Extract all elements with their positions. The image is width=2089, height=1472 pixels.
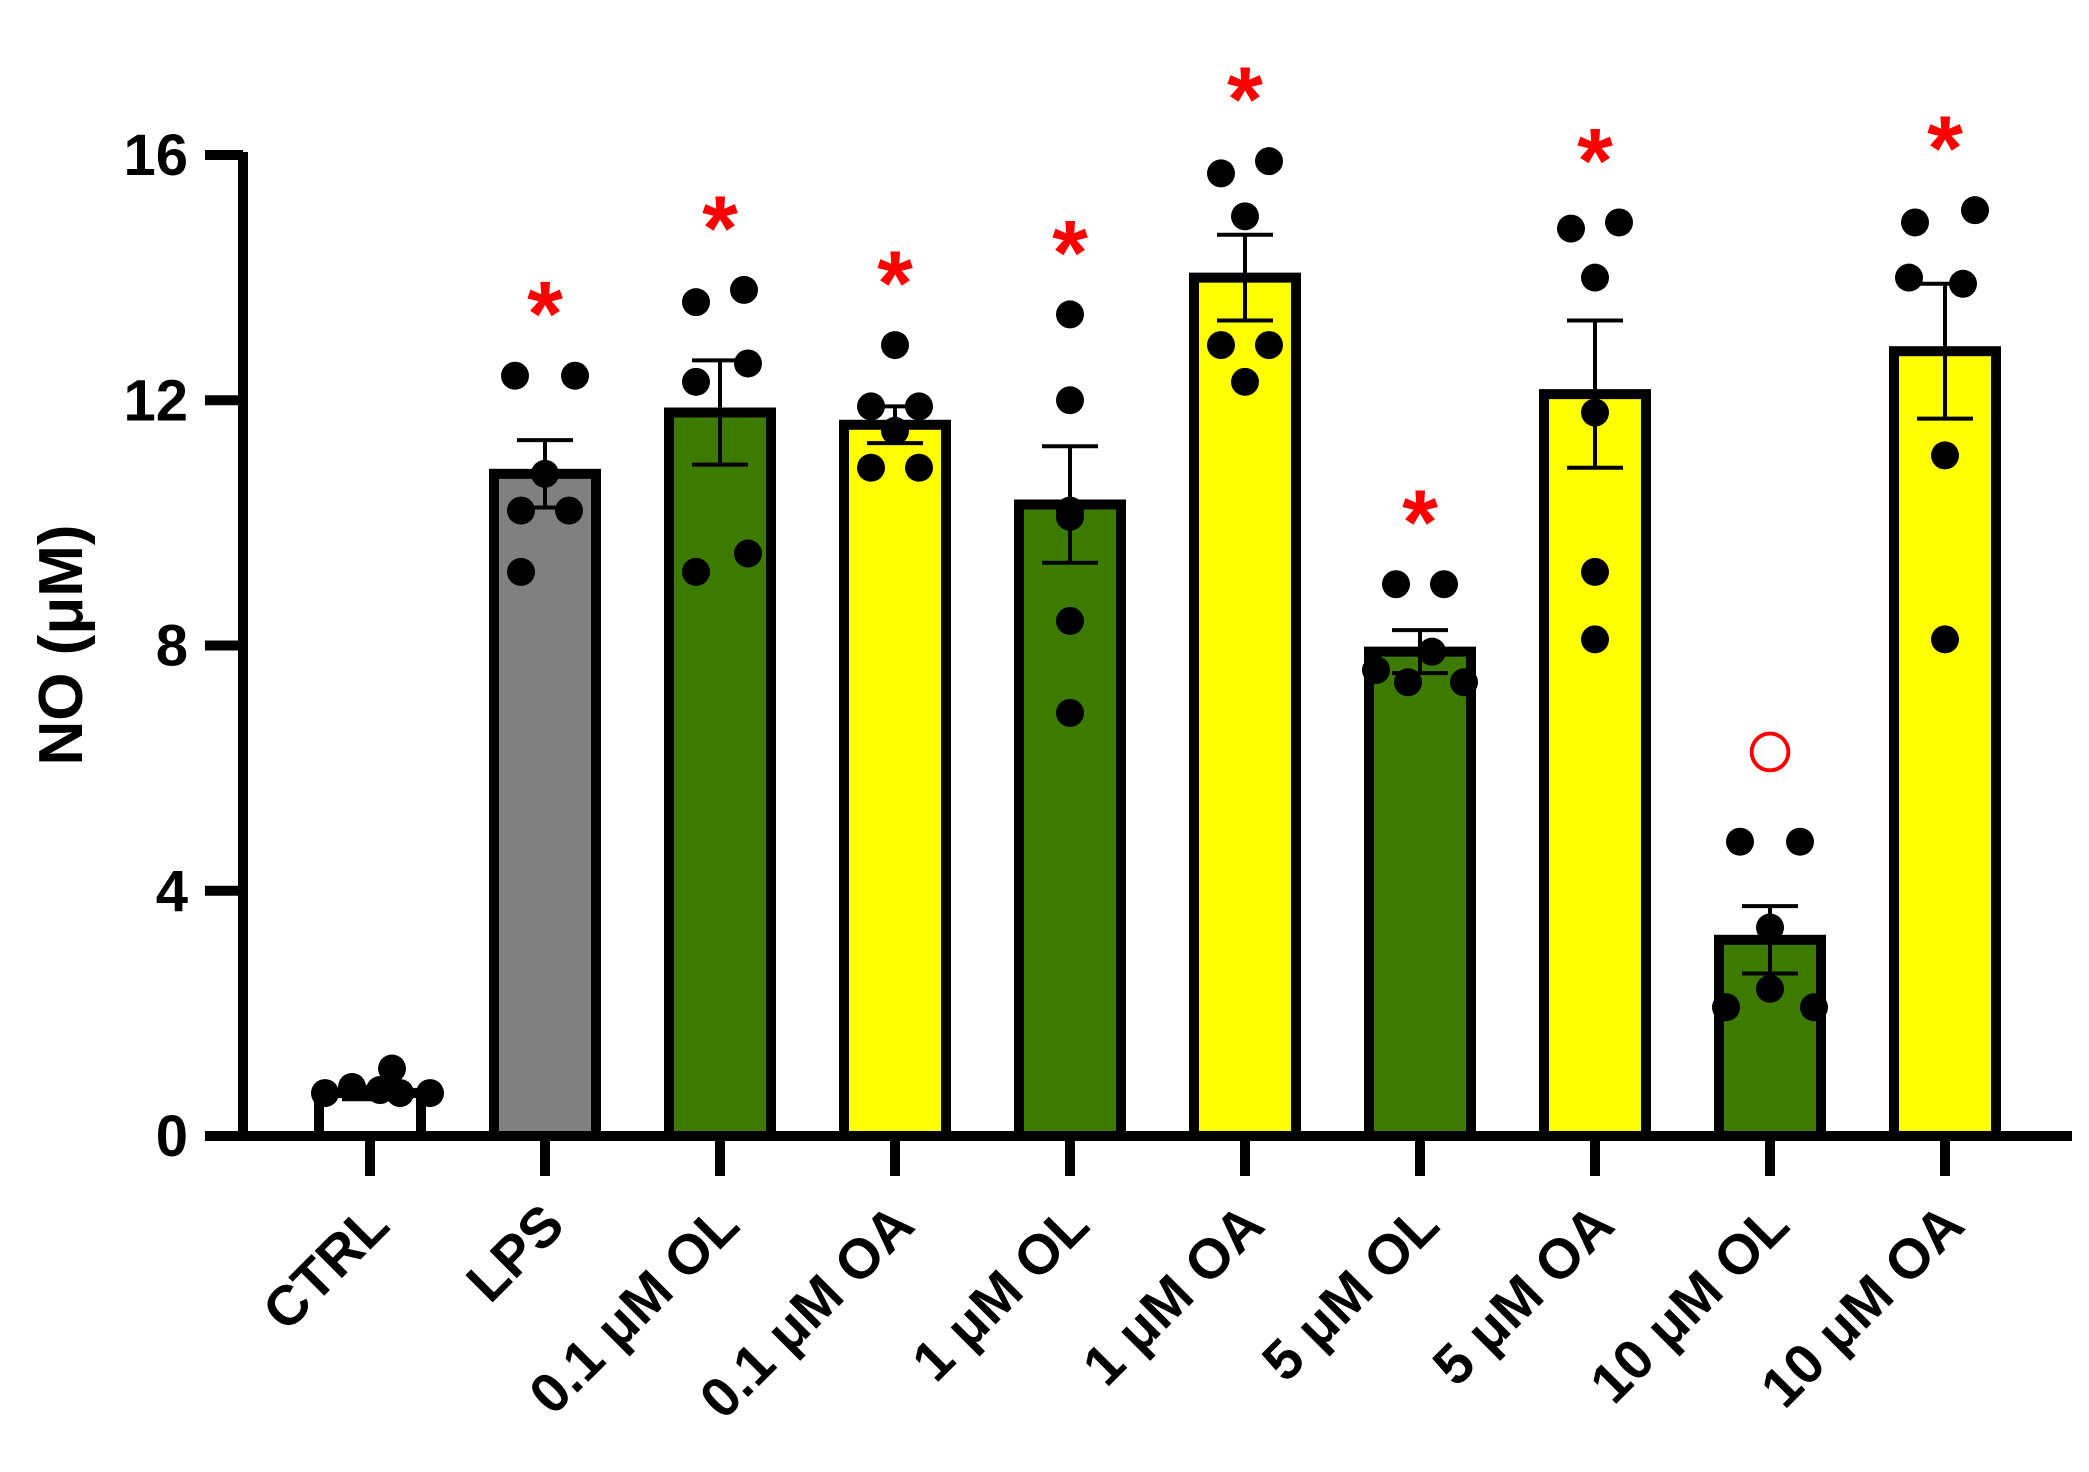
bar-3	[839, 419, 951, 1141]
data-point-9-5	[1931, 625, 1959, 654]
data-point-0-4	[378, 1054, 406, 1083]
significance-marker-5: *	[1227, 49, 1263, 151]
data-point-2-0	[682, 288, 710, 317]
data-point-5-2	[1231, 202, 1259, 231]
bar-5	[1189, 272, 1301, 1141]
data-point-0-0	[311, 1079, 339, 1108]
data-point-7-4	[1581, 557, 1609, 586]
data-point-2-1	[730, 275, 758, 304]
data-point-7-2	[1581, 263, 1609, 292]
data-point-5-4	[1255, 331, 1283, 360]
axes-layer	[205, 150, 2072, 1176]
data-point-9-0	[1901, 208, 1929, 237]
data-point-8-3	[1756, 974, 1784, 1003]
data-point-0-3	[386, 1079, 414, 1108]
data-point-1-1	[561, 361, 589, 390]
significance-marker-8: ○	[1742, 698, 1798, 800]
bar-7	[1539, 389, 1651, 1141]
significance-marker-3: *	[877, 233, 913, 335]
bar-9	[1889, 346, 2001, 1141]
significance-marker-1: *	[527, 264, 563, 366]
data-point-7-5	[1581, 625, 1609, 654]
data-point-5-3	[1207, 331, 1235, 360]
y-tick-label-3: 12	[123, 368, 188, 433]
bar-6	[1364, 646, 1476, 1141]
data-point-4-0	[1056, 300, 1084, 329]
bar-2	[664, 407, 776, 1141]
data-point-2-4	[734, 539, 762, 568]
y-tick-label-2: 8	[156, 614, 188, 679]
data-point-7-1	[1605, 208, 1633, 237]
data-point-8-5	[1800, 993, 1828, 1022]
significance-marker-9: *	[1927, 98, 1963, 200]
data-point-8-0	[1726, 827, 1754, 856]
data-point-1-5	[507, 557, 535, 586]
data-point-4-1	[1056, 386, 1084, 415]
data-point-2-2	[734, 349, 762, 378]
category-label-1: LPS	[454, 1192, 576, 1314]
significance-marker-2: *	[702, 178, 738, 280]
data-point-6-0	[1382, 570, 1410, 599]
category-label-4: 1 μM OL	[900, 1192, 1101, 1393]
category-label-6: 5 μM OL	[1250, 1192, 1451, 1393]
data-point-5-5	[1231, 367, 1259, 396]
bar-4	[1014, 499, 1126, 1141]
y-tick-label-1: 4	[156, 859, 188, 924]
data-point-6-3	[1362, 656, 1390, 685]
y-tick-label-0: 0	[156, 1104, 188, 1169]
category-label-0: CTRL	[250, 1192, 400, 1342]
category-label-5: 1 μM OA	[1070, 1192, 1275, 1397]
y-axis-title: NO (μM)	[27, 524, 96, 765]
data-point-4-3	[1056, 606, 1084, 635]
data-point-4-4	[1056, 698, 1084, 727]
data-point-6-1	[1430, 570, 1458, 599]
data-point-0-5	[416, 1079, 444, 1108]
significance-marker-7: *	[1577, 110, 1613, 212]
data-point-3-4	[857, 453, 885, 482]
data-point-1-4	[555, 496, 583, 525]
data-point-9-1	[1961, 196, 1989, 225]
y-tick-label-4: 16	[123, 123, 188, 188]
data-point-5-0	[1207, 159, 1235, 188]
data-point-9-3	[1895, 263, 1923, 292]
significance-marker-6: *	[1402, 472, 1438, 574]
data-point-1-3	[507, 496, 535, 525]
data-point-9-4	[1931, 441, 1959, 470]
data-point-8-1	[1786, 827, 1814, 856]
data-point-7-0	[1557, 214, 1585, 243]
data-point-8-4	[1712, 993, 1740, 1022]
data-point-6-2	[1418, 637, 1446, 666]
significance-marker-4: *	[1052, 202, 1088, 304]
data-point-1-0	[501, 361, 529, 390]
data-point-5-1	[1255, 147, 1283, 176]
data-point-3-5	[905, 453, 933, 482]
data-point-2-3	[682, 367, 710, 396]
data-point-6-5	[1394, 668, 1422, 697]
data-point-6-4	[1450, 668, 1478, 697]
data-point-3-0	[881, 331, 909, 360]
data-point-2-5	[682, 557, 710, 586]
data-points-layer	[311, 147, 1989, 1108]
